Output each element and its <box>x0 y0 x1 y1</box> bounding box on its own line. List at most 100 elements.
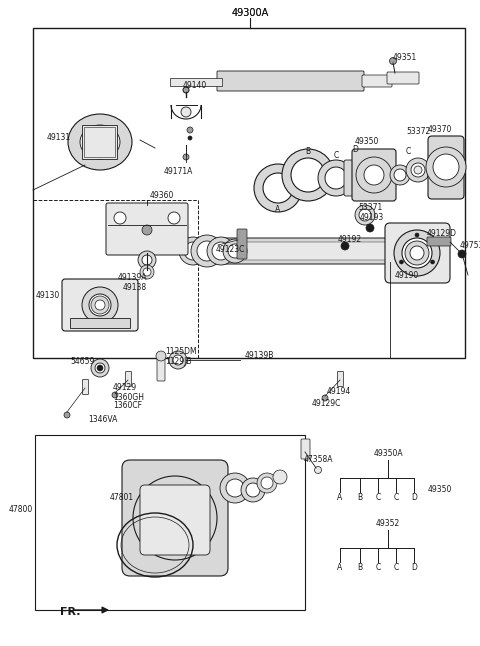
Text: C: C <box>406 147 410 156</box>
Circle shape <box>112 392 118 398</box>
Circle shape <box>406 158 430 182</box>
FancyBboxPatch shape <box>125 371 132 386</box>
Circle shape <box>246 483 260 497</box>
Circle shape <box>156 351 166 361</box>
Circle shape <box>426 147 466 187</box>
Text: 53371: 53371 <box>358 202 382 211</box>
Text: 49131: 49131 <box>47 134 71 143</box>
Text: 49350A: 49350A <box>373 448 403 457</box>
Text: 49352: 49352 <box>376 519 400 528</box>
Circle shape <box>318 160 354 196</box>
Circle shape <box>254 164 302 212</box>
Text: C: C <box>394 563 398 572</box>
Circle shape <box>114 212 126 224</box>
Text: 1125DM: 1125DM <box>165 348 197 357</box>
Circle shape <box>143 268 151 276</box>
Text: 49193: 49193 <box>360 213 384 222</box>
Text: C: C <box>375 494 381 503</box>
Text: 49129C: 49129C <box>312 399 341 408</box>
FancyBboxPatch shape <box>62 279 138 331</box>
Circle shape <box>458 250 466 258</box>
Text: 1360CF: 1360CF <box>113 402 142 410</box>
Text: A: A <box>276 205 281 214</box>
Text: 49130: 49130 <box>36 291 60 300</box>
Circle shape <box>89 294 111 316</box>
Text: 54659: 54659 <box>71 357 95 366</box>
Circle shape <box>366 224 374 232</box>
Circle shape <box>390 165 410 185</box>
Text: 49140: 49140 <box>183 81 207 90</box>
Text: 47801: 47801 <box>110 494 134 503</box>
Circle shape <box>133 476 217 560</box>
Text: 49300A: 49300A <box>231 8 269 18</box>
Text: C: C <box>375 563 381 572</box>
Circle shape <box>140 265 154 279</box>
Circle shape <box>97 365 103 371</box>
Circle shape <box>228 244 242 258</box>
Circle shape <box>95 300 105 310</box>
Bar <box>35 435 305 610</box>
Text: 47358A: 47358A <box>304 455 334 464</box>
FancyBboxPatch shape <box>387 72 419 84</box>
Text: 49123C: 49123C <box>216 245 245 255</box>
Text: 53372: 53372 <box>406 127 430 136</box>
Text: 49129: 49129 <box>113 382 137 391</box>
Circle shape <box>138 251 156 269</box>
Circle shape <box>220 473 250 503</box>
Text: 49138: 49138 <box>123 282 147 291</box>
Circle shape <box>226 479 244 497</box>
Text: C: C <box>394 494 398 503</box>
Circle shape <box>410 246 424 260</box>
Text: 49360: 49360 <box>150 191 174 200</box>
Circle shape <box>291 158 325 192</box>
FancyBboxPatch shape <box>352 149 396 201</box>
FancyBboxPatch shape <box>188 238 422 264</box>
Circle shape <box>183 154 189 160</box>
Text: 1360GH: 1360GH <box>113 393 144 402</box>
Circle shape <box>82 287 118 323</box>
Text: 49171A: 49171A <box>163 167 192 176</box>
FancyBboxPatch shape <box>428 136 464 199</box>
Circle shape <box>161 504 189 532</box>
Circle shape <box>282 149 334 201</box>
Circle shape <box>187 127 193 133</box>
FancyBboxPatch shape <box>217 71 364 91</box>
Circle shape <box>64 412 70 418</box>
Text: 49350: 49350 <box>355 138 379 147</box>
Text: D: D <box>411 494 417 503</box>
Circle shape <box>322 395 328 401</box>
Circle shape <box>405 241 429 265</box>
Bar <box>82 125 117 159</box>
Text: 49370: 49370 <box>428 125 452 134</box>
Circle shape <box>314 466 322 474</box>
FancyBboxPatch shape <box>385 223 450 283</box>
Circle shape <box>183 87 189 93</box>
Text: 1346VA: 1346VA <box>88 415 118 424</box>
Text: 49351: 49351 <box>393 52 417 61</box>
Text: B: B <box>305 147 311 156</box>
Circle shape <box>433 154 459 180</box>
Text: 1129JB: 1129JB <box>165 357 192 366</box>
Circle shape <box>95 363 105 373</box>
Circle shape <box>191 235 223 267</box>
Circle shape <box>273 470 287 484</box>
Circle shape <box>151 494 199 542</box>
Circle shape <box>431 260 434 264</box>
Text: B: B <box>358 563 362 572</box>
Circle shape <box>223 239 247 263</box>
Circle shape <box>207 237 235 265</box>
Circle shape <box>188 136 192 140</box>
Circle shape <box>169 512 181 524</box>
Bar <box>170 78 222 86</box>
Text: 49194: 49194 <box>327 388 351 397</box>
Text: B: B <box>358 494 362 503</box>
Circle shape <box>142 225 152 235</box>
Ellipse shape <box>80 125 120 159</box>
Circle shape <box>184 242 202 260</box>
Text: 49192: 49192 <box>338 236 362 244</box>
Circle shape <box>179 237 207 265</box>
Text: 49350: 49350 <box>428 486 452 494</box>
Circle shape <box>341 242 349 250</box>
Text: D: D <box>411 563 417 572</box>
Circle shape <box>399 260 403 264</box>
